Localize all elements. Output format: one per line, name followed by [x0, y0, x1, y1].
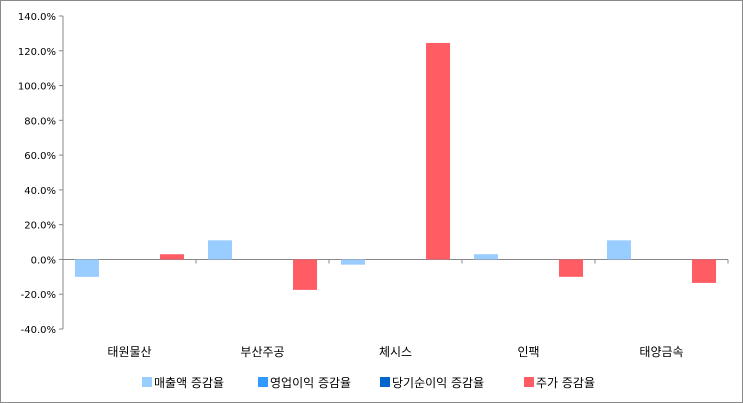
- bar: [692, 259, 717, 283]
- legend-swatch: [524, 377, 534, 387]
- bar: [340, 259, 365, 265]
- category-label: 체시스: [379, 345, 412, 359]
- y-tick-label: -20.0%: [21, 290, 56, 301]
- y-tick-label: 80.0%: [24, 116, 56, 127]
- category-label: 부산주공: [240, 345, 284, 359]
- y-tick-label: -40.0%: [21, 325, 56, 336]
- bar: [473, 254, 498, 260]
- category-label: 인팩: [517, 345, 539, 359]
- legend-label: 당기순이익 증감율: [392, 376, 484, 390]
- bar: [559, 259, 584, 277]
- legend-label: 주가 증감율: [536, 376, 595, 390]
- bar: [160, 254, 185, 260]
- bar: [74, 259, 99, 277]
- legend-label: 영업이익 증감율: [270, 376, 351, 390]
- y-tick-label: 20.0%: [24, 221, 56, 232]
- legend-swatch: [380, 377, 390, 387]
- bar: [293, 259, 318, 290]
- category-label: 태양금속: [639, 345, 683, 359]
- y-tick-label: 100.0%: [18, 82, 56, 93]
- y-tick-label: 120.0%: [18, 47, 56, 58]
- category-label: 태원물산: [107, 345, 151, 359]
- y-tick-label: 140.0%: [18, 12, 56, 23]
- y-tick-label: 40.0%: [24, 186, 56, 197]
- y-tick-label: 0.0%: [31, 255, 56, 266]
- bar: [207, 240, 232, 260]
- legend-label: 매출액 증감율: [154, 376, 224, 390]
- legend-swatch: [258, 377, 268, 387]
- bar: [426, 42, 451, 260]
- legend-swatch: [142, 377, 152, 387]
- y-tick-label: 60.0%: [24, 151, 56, 162]
- bar: [606, 240, 631, 260]
